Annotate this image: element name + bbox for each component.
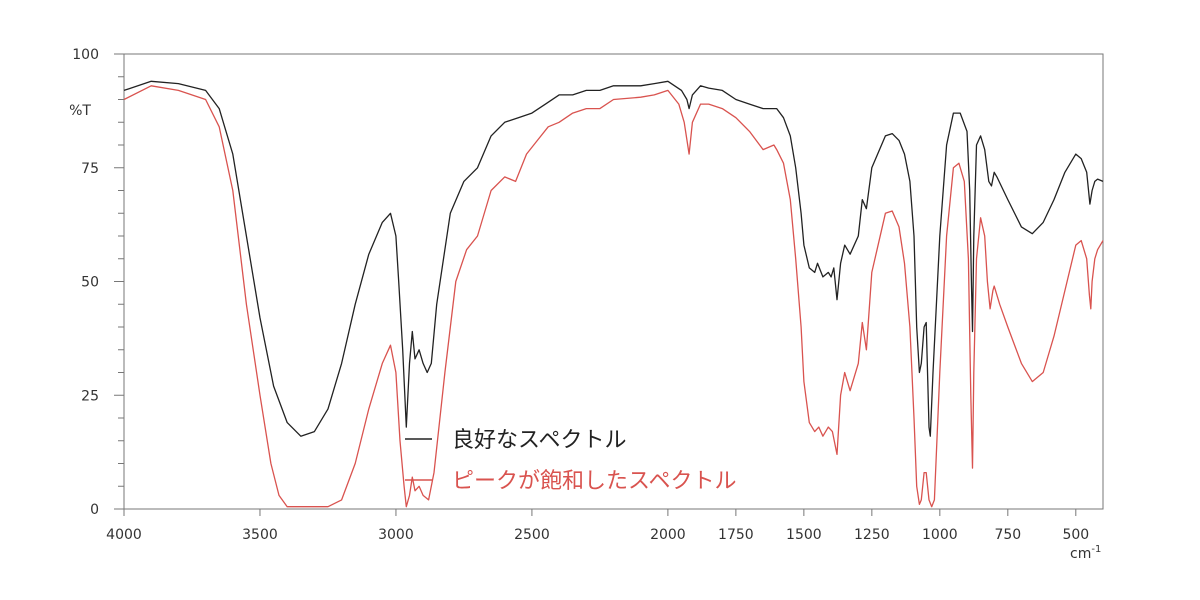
x-axis-label-unit: cm <box>1070 546 1091 562</box>
x-tick-label: 2500 <box>514 527 550 543</box>
y-tick-label: 100 <box>72 47 99 63</box>
y-tick-label: 50 <box>81 275 99 291</box>
legend-label-good: 良好なスペクトル <box>452 428 626 453</box>
y-axis: 0 25 50 75 100 <box>72 47 124 518</box>
x-tick-label: 2000 <box>650 527 686 543</box>
x-tick-label: 750 <box>994 527 1021 543</box>
x-tick-label: 3500 <box>242 527 278 543</box>
x-tick-label: 500 <box>1062 527 1089 543</box>
x-axis-label-exponent: -1 <box>1091 544 1101 555</box>
y-tick-label: 75 <box>81 161 99 177</box>
y-tick-label: 25 <box>81 388 99 404</box>
legend: 良好なスペクトル ピークが飽和したスペクトル <box>405 428 736 494</box>
x-tick-label: 4000 <box>106 527 142 543</box>
y-axis-label: %T <box>69 103 91 119</box>
x-tick-label: 3000 <box>378 527 414 543</box>
x-axis: 4000 3500 3000 2500 2000 1750 1500 1250 1000 750 5… <box>106 509 1089 543</box>
x-tick-label: 1250 <box>854 527 890 543</box>
y-tick-label: 0 <box>90 502 99 518</box>
series-line-saturated <box>123 85 1104 508</box>
legend-label-saturated: ピークが飽和したスペクトル <box>452 469 736 494</box>
series-line-good <box>123 80 1104 437</box>
x-axis-label: cm-1 <box>1070 544 1101 562</box>
x-tick-label: 1750 <box>718 527 754 543</box>
x-tick-label: 1000 <box>922 527 958 543</box>
series-group <box>123 80 1104 508</box>
x-tick-label: 1500 <box>786 527 822 543</box>
